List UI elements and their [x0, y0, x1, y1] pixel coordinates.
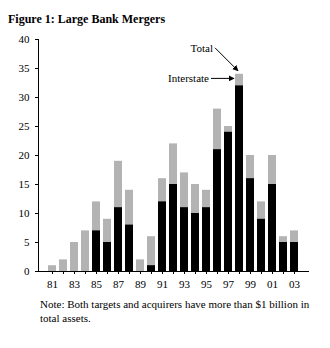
- svg-text:15: 15: [19, 178, 31, 190]
- svg-text:10: 10: [19, 207, 31, 219]
- svg-text:01: 01: [267, 278, 278, 290]
- svg-text:03: 03: [289, 278, 301, 290]
- svg-text:35: 35: [19, 62, 31, 74]
- svg-text:81: 81: [47, 278, 58, 290]
- svg-text:Interstate: Interstate: [168, 72, 209, 84]
- svg-text:Total: Total: [191, 42, 213, 54]
- svg-text:93: 93: [179, 278, 191, 290]
- svg-text:83: 83: [69, 278, 81, 290]
- svg-text:85: 85: [91, 278, 103, 290]
- svg-text:40: 40: [19, 33, 31, 45]
- svg-text:0: 0: [24, 265, 30, 277]
- svg-text:97: 97: [223, 278, 235, 290]
- svg-text:25: 25: [19, 120, 31, 132]
- html-text:Note: Both targets and acquire: Note: Both targets and acquirers have mo…: [40, 298, 310, 325]
- svg-text:20: 20: [19, 149, 31, 161]
- svg-text:87: 87: [113, 278, 125, 290]
- svg-text:91: 91: [157, 278, 168, 290]
- svg-text:30: 30: [19, 91, 31, 103]
- svg-text:5: 5: [24, 236, 30, 248]
- svg-text:99: 99: [245, 278, 257, 290]
- svg-text:89: 89: [135, 278, 147, 290]
- svg-text:95: 95: [201, 278, 213, 290]
- html-text:Figure 1: Large Bank Mergers: Figure 1: Large Bank Mergers: [8, 12, 166, 26]
